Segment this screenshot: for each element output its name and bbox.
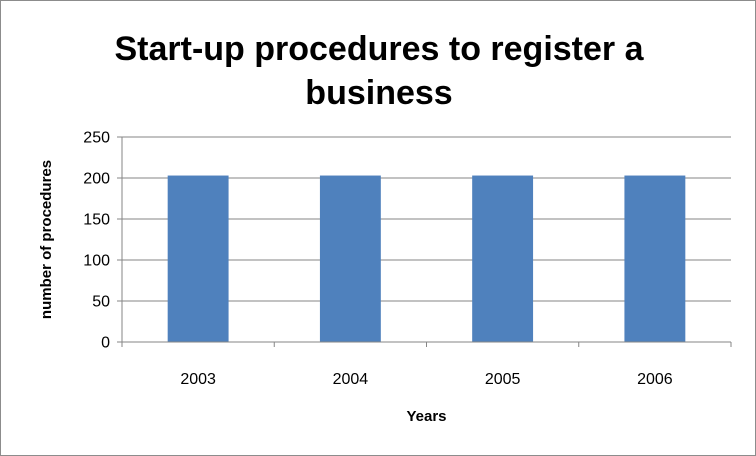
bars	[167, 175, 686, 342]
bar-2005	[472, 175, 534, 342]
bar-2003	[167, 175, 229, 342]
y-tick-label: 50	[92, 294, 110, 311]
y-tick-label: 200	[83, 171, 110, 188]
y-axis-title: number of procedures	[38, 160, 55, 319]
y-tick-label: 100	[83, 253, 110, 270]
y-tick-label: 150	[83, 212, 110, 229]
y-tick-label: 250	[83, 130, 110, 147]
x-axis-title: Years	[406, 408, 446, 425]
x-tick-label: 2005	[485, 371, 521, 388]
y-tick-label: 0	[101, 335, 110, 352]
x-tick-label: 2004	[333, 371, 369, 388]
axes	[117, 136, 732, 347]
bar-2006	[624, 175, 686, 342]
x-tick-label: 2003	[180, 371, 216, 388]
x-tick-label: 2006	[637, 371, 673, 388]
bar-2004	[319, 175, 381, 342]
tick-labels: 0 50 100 150 200 250 2003 2004 2005 2006	[83, 130, 672, 389]
chart-title: Start-up procedures to register a busine…	[114, 30, 644, 112]
